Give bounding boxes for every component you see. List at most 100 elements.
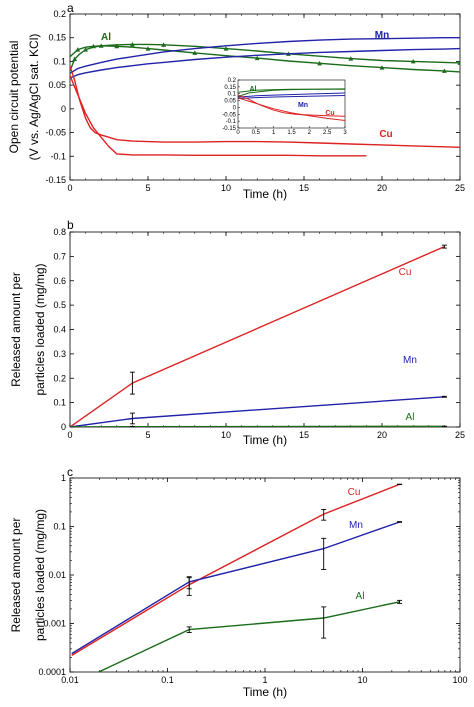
series-label-cu: Cu [399,267,412,278]
series-line [71,483,400,656]
y-tick-label: 0.1 [53,522,66,532]
x-tick-label: 100 [452,675,467,685]
inset-series-group [238,88,345,122]
y-tick-label: 0.8 [53,227,66,237]
x-tick-label: 10 [221,183,231,193]
x-tick-label: 0 [67,183,72,193]
series-label-cu: Cu [379,129,392,140]
series-group [70,37,460,157]
series-label-al: Al [406,412,415,423]
inset-y-tick-label: 0.2 [228,78,237,84]
x-tick-label: 0.01 [61,675,79,685]
series-label-mn: Mn [403,355,417,366]
data-marker [114,43,120,49]
inset-series-line [238,94,345,99]
series-label-al: Al [101,32,111,43]
data-marker [457,60,460,65]
x-tick-label: 0.1 [161,675,174,685]
y-tick-label: -0.15 [45,175,66,185]
inset-label-al: Al [250,86,257,93]
inset-x-tick-label: 1 [272,130,276,136]
data-marker [145,46,151,51]
inset-label-mn: Mn [298,102,308,109]
inset-y-tick-label: 0 [233,105,237,111]
inset-series-line [238,94,345,117]
inset-y-tick-label: -0.1 [226,119,237,125]
series-line [70,396,445,427]
y-tick-label: 0.4 [53,325,66,335]
y-axis-title-line: particles loaded (mg/mg) [33,263,47,395]
inset-y-tick-label: 0.1 [228,92,237,98]
panel-letter: b [67,218,74,232]
y-tick-label: 1 [61,473,66,483]
y-tick-label: 0.1 [53,398,66,408]
error-bar [186,576,192,590]
series-line [70,43,460,72]
x-tick-label: 25 [455,430,465,440]
x-tick-label: 10 [221,430,231,440]
series-line [96,601,400,672]
error-bar [129,412,135,425]
series-label-al: Al [356,591,365,602]
x-tick-label: 20 [377,430,387,440]
error-bar [397,521,403,523]
y-tick-label: 0.05 [48,80,66,90]
x-tick-label: 25 [455,183,465,193]
error-bar [441,395,447,398]
x-axis-title: Time (h) [243,685,287,699]
inset-y-tick-label: 0.15 [224,85,236,91]
data-marker [442,68,447,73]
series-line [71,521,400,655]
x-axis-title: Time (h) [243,433,287,447]
y-tick-label: 0.01 [48,570,66,580]
inset-series-line [238,88,345,93]
y-tick-label: 0.5 [53,300,66,310]
series-line [70,425,445,427]
data-marker [192,50,198,55]
y-tick-label: 0.001 [43,619,66,629]
series-line [70,37,460,74]
inset-x-tick-label: 1.5 [287,130,296,136]
error-bar [186,626,192,634]
data-marker [410,59,416,64]
data-marker [348,56,354,61]
inset-y-tick-label: -0.05 [222,112,236,118]
inset-y-tick-label: 0.05 [224,99,236,105]
inset-x-tick-label: 0.5 [252,130,261,136]
series-label-mn: Mn [349,520,363,531]
y-tick-label: 0.0001 [38,667,66,677]
panel-letter: a [67,1,74,15]
y-tick-label: 0.15 [48,33,66,43]
y-tick-label: 0.7 [53,251,66,261]
data-marker [223,46,229,51]
y-tick-label: 0.6 [53,276,66,286]
series-line [70,65,460,148]
inset-x-tick-label: 2.5 [323,130,332,136]
data-marker [161,42,166,47]
series-line [70,47,460,79]
y-axis-title-line: (V vs. Ag/AgCl sat. KCl) [27,34,41,161]
x-tick-label: 15 [299,183,309,193]
x-tick-label: 20 [377,183,387,193]
data-marker [130,41,135,47]
inset-series-line [238,97,345,122]
y-tick-label: 0 [61,104,66,114]
series-group [71,483,403,672]
plot-frame [69,477,461,673]
x-axis-title: Time (h) [243,187,287,201]
error-bar [321,508,327,521]
panel-b: b 0 5 10 15 20 25 0 0.1 0.2 0.3 0.4 0.5 0.6 0.7 0.8 Time… [9,218,465,447]
y-tick-label: 0.3 [53,349,66,359]
series-line [70,75,367,157]
data-marker [83,47,88,52]
inset-y-tick-label: -0.15 [222,126,236,132]
y-axis-title-line: Open circuit potential [7,41,21,154]
y-tick-label: -0.05 [45,128,66,138]
series-label-cu: Cu [348,487,361,498]
y-axis-title-line: Released amount per [9,272,23,387]
series-line [70,245,445,427]
y-tick-label: 0.2 [53,373,66,383]
data-marker [75,47,81,52]
y-tick-label: -0.1 [50,151,66,161]
